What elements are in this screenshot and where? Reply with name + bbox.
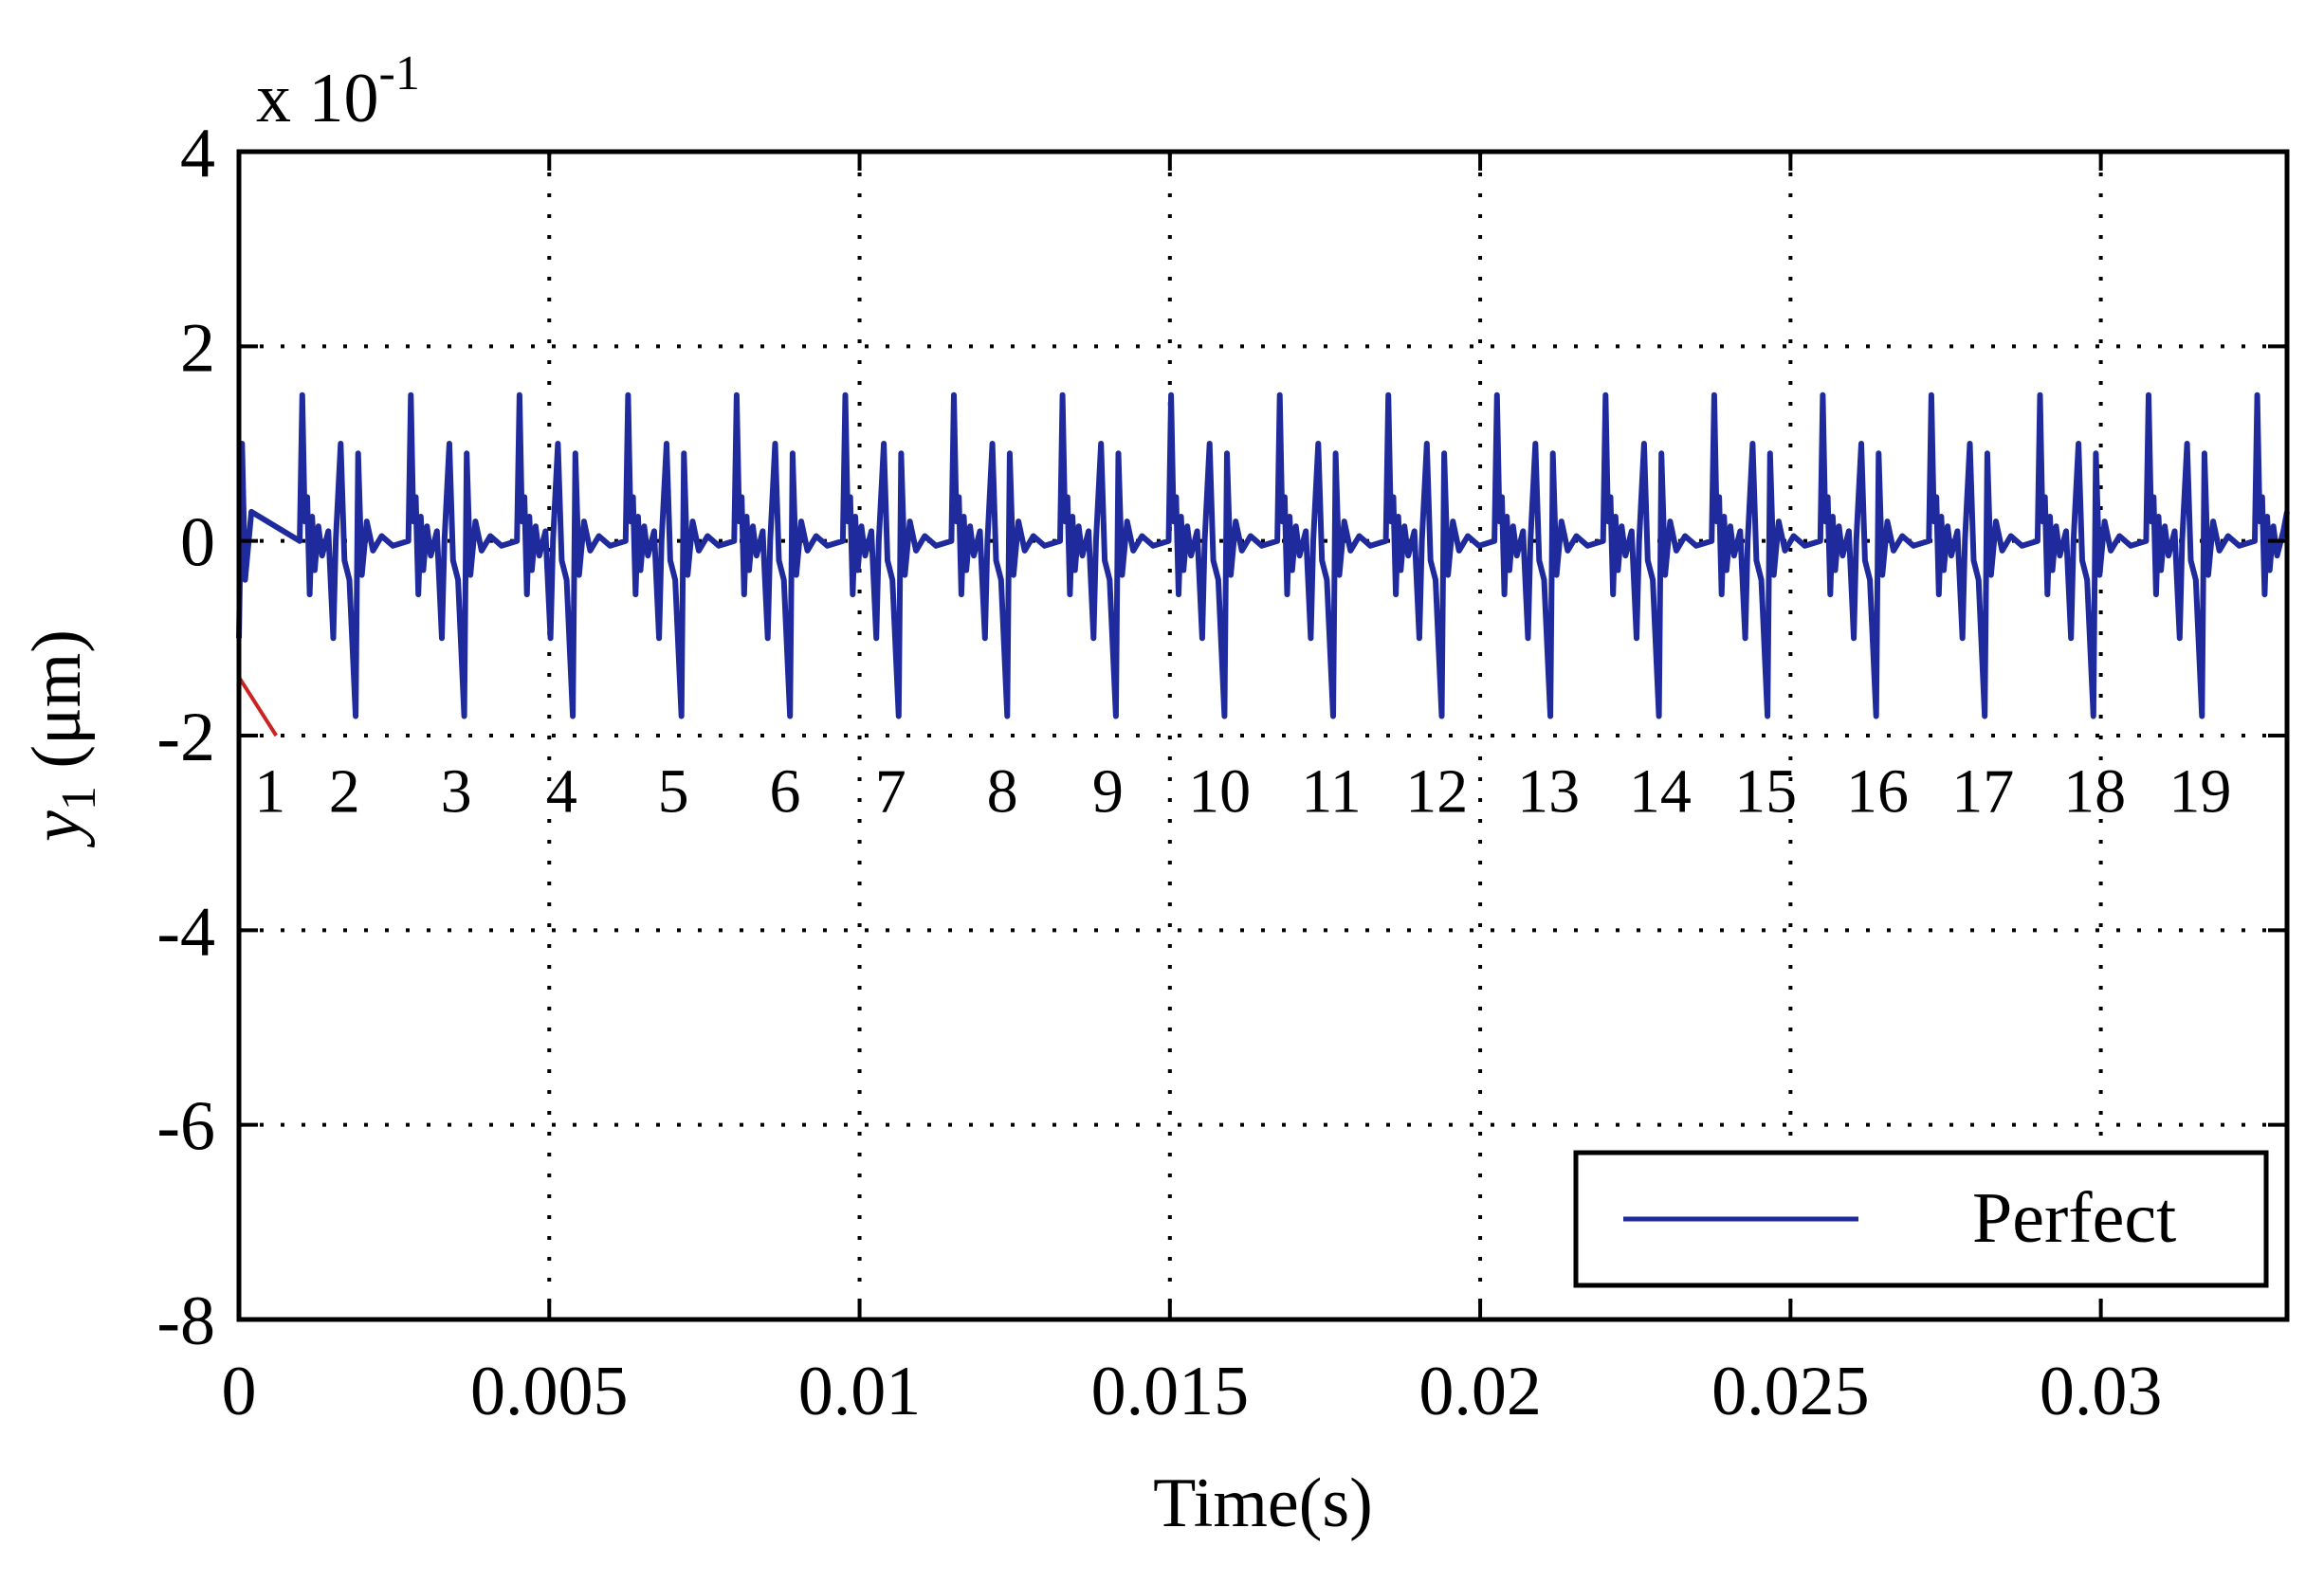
pulse-label: 9	[1092, 756, 1124, 826]
pulse-label: 1	[254, 756, 285, 826]
x-tick-label: 0	[222, 1353, 257, 1430]
y-tick-label: -8	[156, 1283, 215, 1360]
x-axis: 0 0.005 0.01 0.015 0.02 0.025 0.03	[222, 152, 2163, 1430]
pulse-label: 4	[546, 756, 577, 826]
x-tick-label: 0.005	[470, 1353, 629, 1430]
pulse-label: 15	[1734, 756, 1797, 826]
y-axis-subscript: 1	[52, 786, 106, 810]
pulse-annotations: 1 2 3 4 5 6 7 8 9 10 11 12 13 14 15 16 17 18 19	[237, 676, 2231, 826]
y-axis-title: y1 (μm)	[18, 629, 106, 848]
y-tick-label: 4	[180, 115, 215, 192]
pulse-label: 5	[658, 756, 689, 826]
y-tick-label: -6	[156, 1088, 215, 1166]
pulse-label: 19	[2168, 756, 2231, 826]
series-perfect-line	[236, 391, 2290, 719]
pulse-label: 11	[1301, 756, 1362, 826]
y-axis-var: y	[18, 810, 96, 848]
pulse-label: 10	[1188, 756, 1251, 826]
pulse-label: 18	[2063, 756, 2126, 826]
x-axis-title: Time(s)	[1153, 1465, 1373, 1542]
grid-lines	[239, 152, 2287, 1319]
legend-label-perfect: Perfect	[1972, 1178, 2176, 1258]
pulse-label: 6	[770, 756, 801, 826]
pulse-label: 8	[987, 756, 1018, 826]
pulse-label: 13	[1517, 756, 1580, 826]
exponent-base: x 10	[256, 60, 379, 137]
y-axis-unit: (μm)	[18, 629, 96, 786]
pulse-label: 12	[1405, 756, 1468, 826]
y-tick-label: 0	[180, 504, 215, 582]
y-tick-label: -2	[156, 699, 215, 776]
x-tick-label: 0.01	[798, 1353, 922, 1430]
x-tick-label: 0.02	[1418, 1353, 1542, 1430]
y-axis: 4 2 0 -2 -4 -6 -8	[156, 115, 2287, 1360]
legend: Perfect	[1573, 1150, 2269, 1288]
y-tick-label: -4	[156, 893, 215, 971]
exponent-power: -1	[379, 46, 420, 100]
x-tick-label: 0.025	[1711, 1353, 1870, 1430]
pulse-label: 3	[441, 756, 472, 826]
pulse-label: 14	[1629, 756, 1692, 826]
x-tick-label: 0.015	[1091, 1353, 1250, 1430]
pulse-marker	[237, 676, 278, 737]
y-tick-label: 2	[180, 309, 215, 387]
pulse-label: 17	[1951, 756, 2014, 826]
y-exponent-label: x 10-1	[256, 46, 420, 137]
pulse-label: 7	[875, 756, 906, 826]
series-perfect	[236, 391, 2290, 719]
pulse-label: 16	[1846, 756, 1909, 826]
pulse-label: 2	[329, 756, 360, 826]
x-tick-label: 0.03	[2040, 1353, 2163, 1430]
